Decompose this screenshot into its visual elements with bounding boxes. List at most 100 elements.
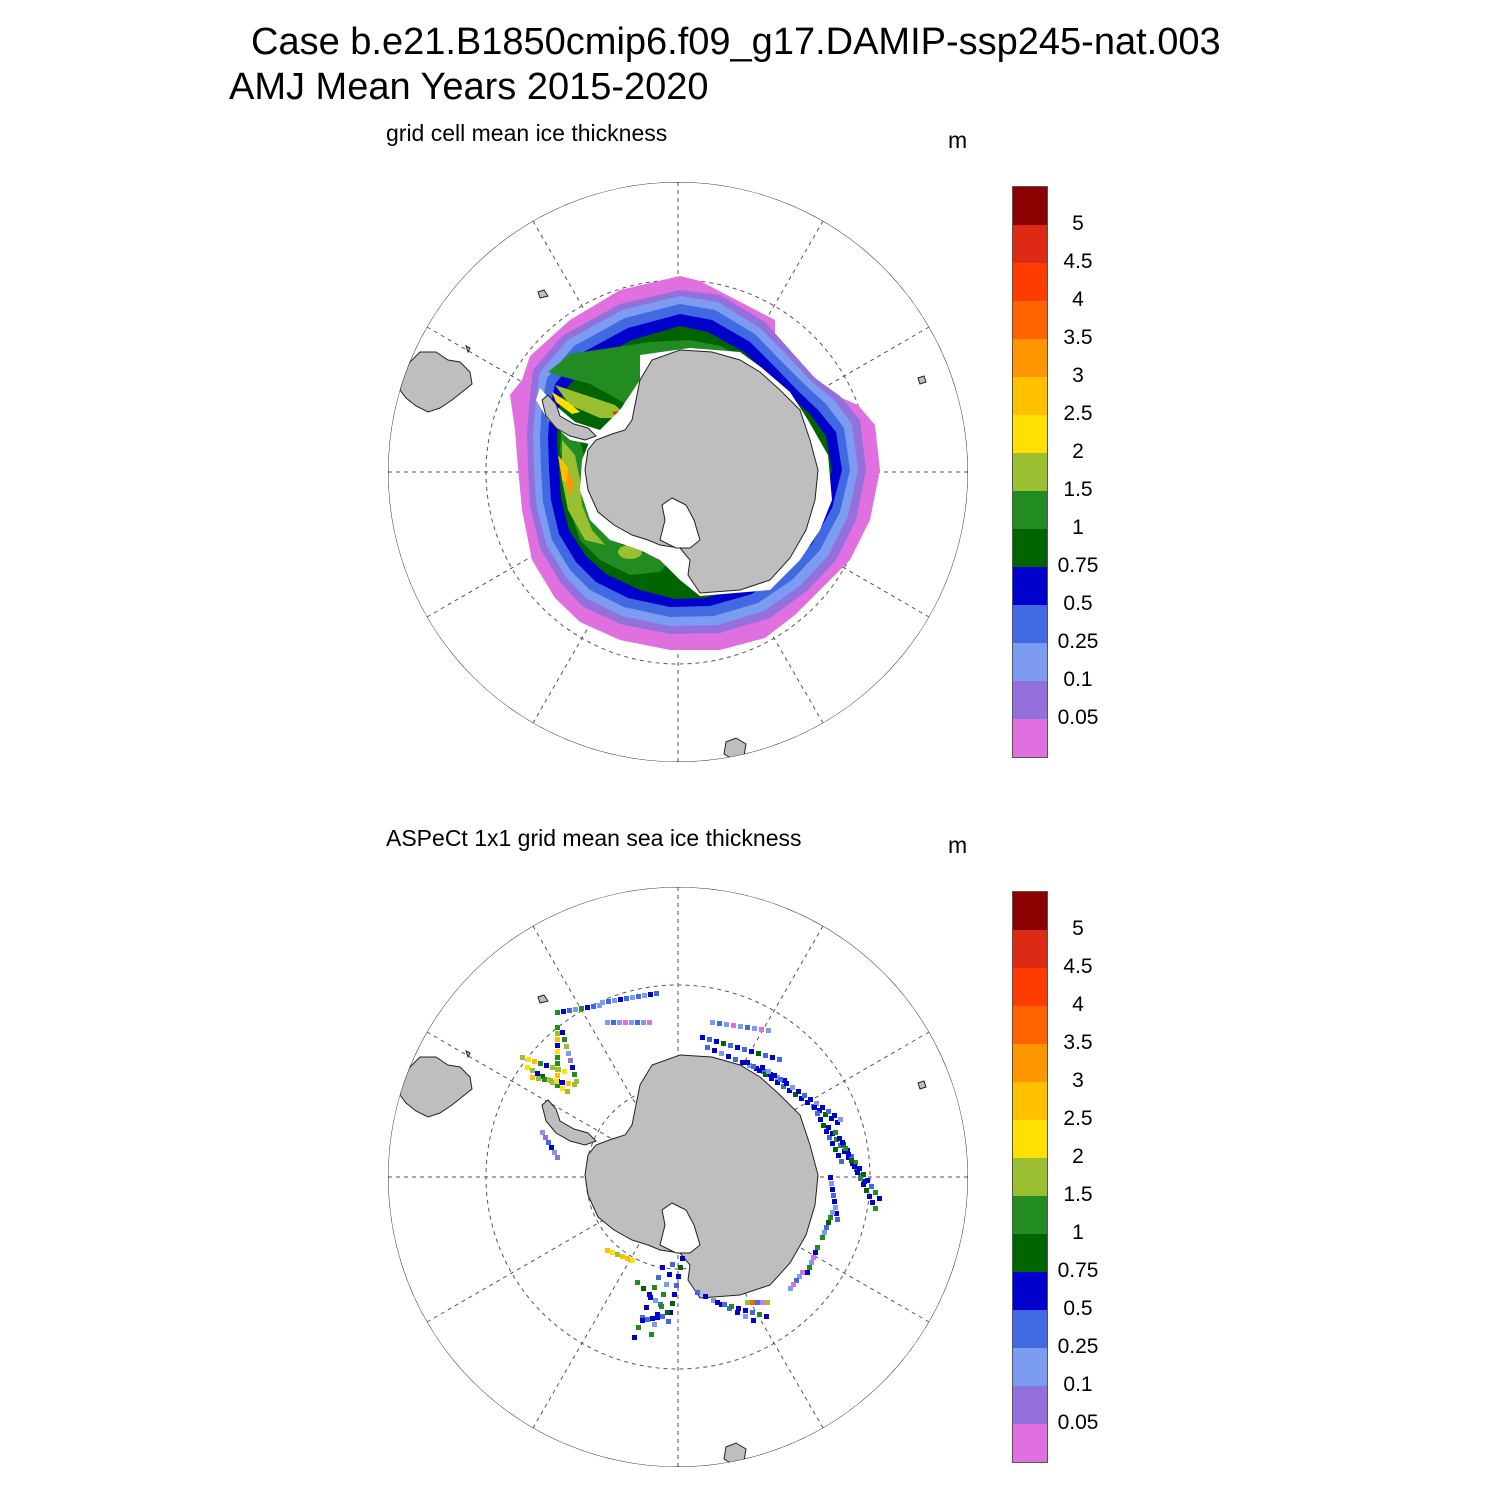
obs-pixel bbox=[751, 1318, 756, 1323]
obs-pixel bbox=[680, 1256, 685, 1261]
colorbar-label: 0.25 bbox=[1057, 630, 1099, 653]
obs-pixel bbox=[775, 1080, 780, 1085]
obs-pixel bbox=[735, 1045, 740, 1050]
obs-pixel bbox=[877, 1196, 882, 1201]
obs-pixel bbox=[751, 1064, 756, 1069]
obs-pixel bbox=[560, 1080, 565, 1085]
obs-pixel bbox=[611, 1020, 616, 1025]
colorbar-swatch bbox=[1013, 892, 1047, 930]
colorbar-label: 0.5 bbox=[1063, 1297, 1093, 1320]
obs-pixel bbox=[862, 1179, 867, 1184]
obs-pixel bbox=[728, 1043, 733, 1048]
obs-pixel bbox=[644, 1305, 649, 1310]
colorbar-swatch bbox=[1013, 339, 1047, 377]
obs-pixel bbox=[540, 1074, 545, 1079]
obs-pixel bbox=[647, 1292, 652, 1297]
obs-pixel bbox=[736, 1306, 741, 1311]
obs-pixel bbox=[822, 1230, 827, 1235]
obs-pixel bbox=[742, 1047, 747, 1052]
obs-pixel bbox=[714, 1039, 719, 1044]
obs-pixel bbox=[555, 1049, 560, 1054]
obs-pixel bbox=[849, 1158, 854, 1163]
obs-pixel bbox=[809, 1260, 814, 1265]
obs-pixel bbox=[629, 1020, 634, 1025]
obs-pixel bbox=[561, 1009, 566, 1014]
obs-pixel bbox=[729, 1304, 734, 1309]
obs-pixel bbox=[766, 1069, 771, 1074]
colorbar-label: 1.5 bbox=[1063, 1183, 1093, 1206]
obs-pixel bbox=[778, 1077, 783, 1082]
obs-pixel bbox=[760, 1300, 765, 1305]
panel2-unit: m bbox=[948, 832, 968, 858]
obs-pixel bbox=[624, 996, 629, 1001]
obs-pixel bbox=[733, 1057, 738, 1062]
obs-pixel bbox=[835, 1120, 840, 1125]
obs-pixel bbox=[635, 1020, 640, 1025]
obs-pixel bbox=[610, 1250, 615, 1255]
obs-pixel bbox=[830, 1187, 835, 1192]
obs-pixel bbox=[745, 1300, 750, 1305]
obs-pixel bbox=[625, 1256, 630, 1261]
obs-pixel bbox=[826, 1109, 831, 1114]
colorbar-swatch bbox=[1013, 1310, 1047, 1348]
obs-pixel bbox=[719, 1302, 724, 1307]
obs-pixel bbox=[674, 1283, 679, 1288]
colorbar-swatch bbox=[1013, 643, 1047, 681]
obs-pixel bbox=[660, 1265, 665, 1270]
obs-pixel bbox=[813, 1250, 818, 1255]
obs-pixel bbox=[835, 1217, 840, 1222]
obs-pixel bbox=[867, 1194, 872, 1199]
obs-pixel bbox=[873, 1190, 878, 1195]
antarctica-land-2 bbox=[399, 994, 927, 1466]
obs-pixel bbox=[530, 1075, 535, 1080]
obs-pixel bbox=[817, 1108, 822, 1113]
obs-pixel bbox=[649, 1332, 654, 1337]
obs-pixel bbox=[831, 1193, 836, 1198]
obs-pixel bbox=[764, 1314, 769, 1319]
obs-pixel bbox=[648, 1295, 653, 1300]
obs-pixel bbox=[655, 1315, 660, 1320]
obs-pixel bbox=[830, 1141, 835, 1146]
obs-pixel bbox=[600, 1000, 605, 1005]
obs-pixel bbox=[807, 1265, 812, 1270]
obs-pixel bbox=[747, 1063, 752, 1068]
obs-pixel bbox=[834, 1137, 839, 1142]
obs-pixel bbox=[620, 1254, 625, 1259]
obs-pixel bbox=[840, 1140, 845, 1145]
obs-pixel bbox=[777, 1057, 782, 1062]
obs-pixel bbox=[873, 1206, 878, 1211]
obs-pixel bbox=[636, 994, 641, 999]
colorbar-label: 4 bbox=[1072, 288, 1084, 311]
obs-pixel bbox=[750, 1300, 755, 1305]
obs-pixel bbox=[837, 1136, 842, 1141]
colorbar-label: 5 bbox=[1072, 917, 1084, 940]
colorbar-swatch bbox=[1013, 187, 1047, 225]
obs-pixel bbox=[555, 1155, 560, 1160]
obs-pixel bbox=[765, 1300, 770, 1305]
obs-pixel bbox=[794, 1278, 799, 1283]
obs-pixel bbox=[784, 1081, 789, 1086]
obs-pixel bbox=[530, 1068, 535, 1073]
obs-pixel bbox=[712, 1048, 717, 1053]
colorbar-swatch bbox=[1013, 1196, 1047, 1234]
obs-pixel bbox=[735, 1310, 740, 1315]
obs-pixel bbox=[678, 1265, 683, 1270]
obs-pixel bbox=[858, 1176, 863, 1181]
obs-pixel bbox=[597, 1003, 602, 1008]
obs-pixel bbox=[636, 1325, 641, 1330]
obs-pixel bbox=[700, 1035, 705, 1040]
obs-pixel bbox=[769, 1076, 774, 1081]
obs-pixel bbox=[761, 1069, 766, 1074]
colorbar-label: 1.5 bbox=[1063, 478, 1093, 501]
obs-pixel bbox=[849, 1154, 854, 1159]
obs-pixel bbox=[659, 1304, 664, 1309]
colorbar-swatch bbox=[1013, 1158, 1047, 1196]
colorbar-label: 0.5 bbox=[1063, 592, 1093, 615]
colorbar-label: 4 bbox=[1072, 993, 1084, 1016]
colorbar-label: 1 bbox=[1072, 516, 1084, 539]
obs-pixel bbox=[833, 1205, 838, 1210]
obs-pixel bbox=[865, 1178, 870, 1183]
colorbar-label: 0.25 bbox=[1057, 1335, 1099, 1358]
colorbar-swatch bbox=[1013, 681, 1047, 719]
obs-pixel bbox=[838, 1117, 843, 1122]
